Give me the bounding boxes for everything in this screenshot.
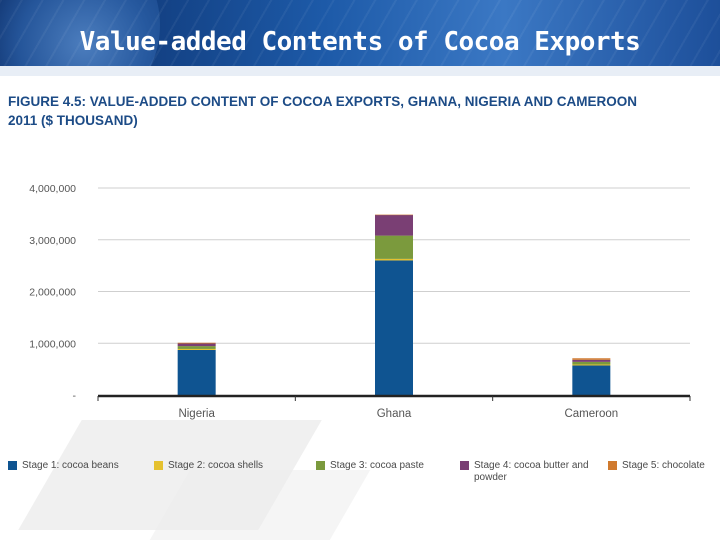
legend-swatch [460, 461, 469, 470]
stacked-bar-chart: - 1,000,000 2,000,000 3,000,000 4,000,000 Nig… [29, 183, 691, 420]
x-tick-label: Cameroon [564, 408, 618, 420]
bar-segment [572, 365, 611, 395]
bar-segment [375, 258, 413, 261]
legend-swatch [154, 461, 163, 470]
bar-segment [375, 260, 413, 395]
legend-label: Stage 3: cocoa paste [330, 460, 424, 471]
bar-segment [177, 343, 216, 347]
bar-segment [375, 214, 413, 216]
bar-segment [177, 348, 216, 350]
y-tick-label: 2,000,000 [29, 287, 76, 299]
chart-legend: Stage 1: cocoa beans Stage 2: cocoa shell… [8, 460, 720, 500]
legend-label: Stage 1: cocoa beans [22, 460, 119, 471]
legend-swatch [8, 461, 17, 470]
bar-segment [572, 364, 611, 366]
legend-label: Stage 5: chocolate [622, 460, 705, 471]
globe-graphic [0, 0, 160, 66]
legend-label: Stage 2: cocoa shells [168, 460, 264, 471]
bar-segment [177, 349, 216, 395]
x-tick-label: Ghana [377, 408, 412, 420]
bar-segment [177, 342, 216, 344]
bar-segment [572, 358, 611, 360]
bar-segment [572, 361, 611, 365]
y-tick-label: 4,000,000 [29, 183, 76, 195]
y-tick-label: 1,000,000 [29, 338, 76, 350]
slide-title: Value-added Contents of Cocoa Exports [79, 27, 641, 57]
slide-header: Value-added Contents of Cocoa Exports [0, 0, 720, 66]
header-divider [0, 66, 720, 76]
bar-segment [375, 235, 413, 259]
legend-swatch [608, 461, 617, 470]
x-tick-label: Nigeria [178, 408, 215, 420]
y-tick-label: - [73, 390, 77, 402]
bar-segment [375, 214, 413, 236]
bar-segment [572, 359, 611, 362]
figure-title: FIGURE 4.5: VALUE-ADDED CONTENT OF COCOA… [8, 94, 638, 128]
legend-swatch [316, 461, 325, 470]
bar-segment [177, 346, 216, 349]
header-texture [0, 0, 720, 66]
legend-label: Stage 4: cocoa butter and powder [474, 460, 589, 483]
y-tick-label: 3,000,000 [29, 235, 76, 247]
